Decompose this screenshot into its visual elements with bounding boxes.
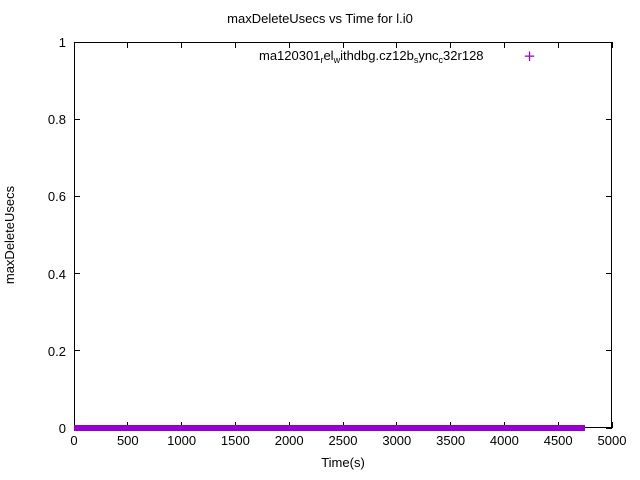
y-tick-mark-right bbox=[606, 195, 612, 197]
x-tick-label: 2000 bbox=[274, 433, 304, 448]
y-tick-label: 0.8 bbox=[47, 112, 66, 128]
x-tick-label: 1500 bbox=[220, 433, 250, 448]
y-axis-title-text: maxDeleteUsecs bbox=[2, 185, 18, 285]
x-tick-mark-top bbox=[557, 42, 559, 48]
y-tick-mark-right bbox=[606, 350, 612, 352]
y-tick-label: 1 bbox=[58, 35, 66, 50]
plot-area bbox=[74, 42, 612, 428]
y-tick-mark bbox=[74, 195, 80, 197]
y-tick-mark-right bbox=[606, 41, 612, 43]
legend: ma120301relwithdbg.cz12bsyncc32r128 + bbox=[259, 46, 544, 66]
x-tick-mark-top bbox=[181, 42, 183, 48]
x-tick-label: 2500 bbox=[328, 433, 358, 448]
y-tick-label: 0.4 bbox=[47, 266, 66, 282]
x-tick-mark-top bbox=[503, 42, 505, 48]
x-tick-label: 4500 bbox=[543, 433, 573, 448]
data-series-line bbox=[74, 425, 586, 431]
x-tick-label: 3000 bbox=[382, 433, 412, 448]
x-tick-mark-top bbox=[73, 42, 75, 48]
x-tick-mark-top bbox=[611, 42, 613, 48]
y-tick-mark-right bbox=[606, 273, 612, 275]
y-tick-label: 0 bbox=[58, 421, 66, 436]
legend-series-label: ma120301relwithdbg.cz12bsyncc32r128 bbox=[259, 48, 484, 65]
x-tick-mark-top bbox=[127, 42, 129, 48]
series-plus-markers bbox=[74, 425, 586, 431]
x-tick-mark-top bbox=[234, 42, 236, 48]
x-tick-mark-top bbox=[450, 42, 452, 48]
x-axis-title: Time(s) bbox=[321, 455, 365, 470]
chart-title: maxDeleteUsecs vs Time for l.i0 bbox=[227, 11, 413, 26]
x-tick-label: 5000 bbox=[597, 433, 627, 448]
y-tick-mark-right bbox=[606, 427, 612, 429]
y-axis-title: maxDeleteUsecs bbox=[0, 42, 20, 428]
y-tick-mark bbox=[74, 41, 80, 43]
legend-plus-marker-icon: + bbox=[523, 46, 536, 65]
x-tick-label: 1000 bbox=[167, 433, 197, 448]
y-tick-mark-right bbox=[606, 118, 612, 120]
y-tick-mark bbox=[74, 273, 80, 275]
x-tick-label: 4000 bbox=[489, 433, 519, 448]
y-tick-mark bbox=[74, 350, 80, 352]
x-tick-mark-top bbox=[396, 42, 398, 48]
x-tick-label: 500 bbox=[116, 433, 139, 448]
x-tick-mark-top bbox=[342, 42, 344, 48]
x-tick-mark-top bbox=[288, 42, 290, 48]
y-tick-label: 0.2 bbox=[47, 343, 66, 359]
x-tick-label: 0 bbox=[70, 433, 78, 448]
y-tick-mark bbox=[74, 118, 80, 120]
y-tick-label: 0.6 bbox=[47, 189, 66, 205]
x-tick-mark bbox=[611, 422, 613, 428]
x-tick-label: 3500 bbox=[436, 433, 466, 448]
